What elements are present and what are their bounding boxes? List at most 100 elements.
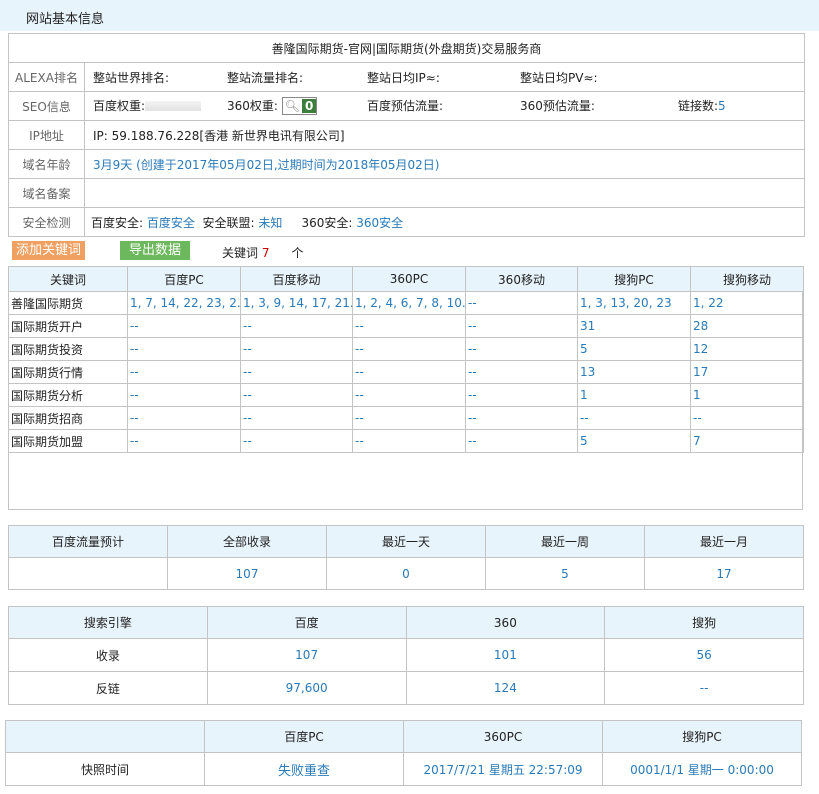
rank-cell[interactable]: -- — [240, 383, 353, 407]
export-data-button[interactable]: 导出数据 — [120, 241, 190, 260]
rank-cell[interactable]: -- — [127, 406, 241, 430]
rank-cell[interactable]: 12 — [690, 337, 804, 361]
snapshot-cell: 0001/1/1 星期一 0:00:00 — [602, 752, 802, 786]
links-value[interactable]: 5 — [718, 98, 726, 113]
rank-cell[interactable]: -- — [240, 406, 353, 430]
union-label: 安全联盟: — [202, 215, 255, 230]
search-icon: 🔍︎ — [284, 99, 301, 114]
keyword-cell: 善隆国际期货 — [8, 291, 128, 315]
snapshot-cell: 2017/7/21 星期五 22:57:09 — [403, 752, 603, 786]
column-header: 全部收录 — [167, 525, 327, 558]
keyword-cell: 国际期货开户 — [8, 314, 128, 338]
rank-cell[interactable]: -- — [465, 314, 578, 338]
column-header: 搜狗PC — [577, 266, 691, 292]
count-cell: -- — [604, 671, 804, 705]
rank-cell[interactable]: -- — [127, 337, 241, 361]
rank-cell[interactable]: 31 — [577, 314, 691, 338]
weight-360-badge[interactable]: 🔍︎ 0 — [281, 97, 318, 116]
traffic-rank: 整站流量排名: — [227, 70, 304, 85]
rank-cell[interactable]: 1 — [690, 383, 804, 407]
keyword-header-row: 关键词 百度PC 百度移动 360PC 360移动 搜狗PC 搜狗移动 — [8, 266, 804, 292]
table-row: 反链 97,600 124 -- — [8, 671, 804, 705]
column-header: 百度PC — [204, 720, 404, 753]
rank-cell[interactable]: -- — [352, 383, 466, 407]
rank-cell[interactable]: 1, 7, 14, 22, 23, 2... — [127, 291, 241, 315]
rank-cell[interactable]: 13 — [577, 360, 691, 384]
security-360-link[interactable]: 360安全 — [356, 215, 404, 230]
count-cell: 101 — [405, 638, 606, 672]
rank-cell[interactable]: 1, 22 — [690, 291, 804, 315]
keyword-cell: 国际期货投资 — [8, 337, 128, 361]
label-seo: SEO信息 — [8, 91, 85, 121]
rank-cell[interactable]: -- — [240, 337, 353, 361]
column-header: 最近一天 — [326, 525, 486, 558]
baidu-weight-label: 百度权重: — [93, 98, 146, 113]
rank-cell[interactable]: 5 — [577, 429, 691, 453]
rank-cell[interactable]: -- — [127, 383, 241, 407]
column-header: 最近一月 — [644, 525, 804, 558]
table-row: 国际期货开户 -- -- -- -- 31 28 — [8, 314, 804, 338]
table-row: 收录 107 101 56 — [8, 638, 804, 672]
label-ip: IP地址 — [8, 120, 85, 150]
column-header: 最近一周 — [485, 525, 645, 558]
rank-cell[interactable]: 1, 2, 4, 6, 7, 8, 10... — [352, 291, 466, 315]
snapshot-cell[interactable]: 失败重查 — [204, 752, 404, 786]
table-row: 善隆国际期货 1, 7, 14, 22, 23, 2... 1, 3, 9, 14,… — [8, 291, 804, 315]
baidu-traffic: 百度预估流量: — [367, 98, 444, 113]
icp-value — [84, 178, 805, 208]
rank-cell[interactable]: -- — [690, 406, 804, 430]
rank-cell[interactable]: 1, 3, 9, 14, 17, 21... — [240, 291, 353, 315]
table-row: 快照时间 失败重查 2017/7/21 星期五 22:57:09 0001/1/1 星… — [5, 752, 802, 786]
rank-cell[interactable]: -- — [127, 429, 241, 453]
daily-pv: 整站日均PV≈: — [520, 70, 598, 85]
label-age: 域名年龄 — [8, 149, 85, 179]
traffic-value — [8, 557, 168, 590]
rank-cell[interactable]: -- — [240, 314, 353, 338]
rank-cell[interactable]: -- — [577, 406, 691, 430]
table-row: 国际期货加盟 -- -- -- -- 5 7 — [8, 429, 804, 453]
rank-cell[interactable]: -- — [352, 406, 466, 430]
rank-cell[interactable]: -- — [465, 337, 578, 361]
label-icp: 域名备案 — [8, 178, 85, 208]
column-header: 关键词 — [8, 266, 128, 292]
snapshot-table: 百度PC 360PC 搜狗PC 快照时间 失败重查 2017/7/21 星期五 22:57… — [5, 720, 802, 786]
section-title: 网站基本信息 — [26, 12, 105, 27]
column-header: 搜狗 — [604, 606, 804, 639]
column-header: 360PC — [352, 266, 466, 292]
rank-cell[interactable]: -- — [465, 291, 578, 315]
column-header: 百度流量预计 — [8, 525, 168, 558]
rank-cell[interactable]: -- — [465, 429, 578, 453]
rank-cell[interactable]: 7 — [690, 429, 804, 453]
rank-cell[interactable]: 1 — [577, 383, 691, 407]
daily-ip: 整站日均IP≈: — [367, 70, 440, 85]
rank-cell[interactable]: -- — [127, 314, 241, 338]
rank-cell[interactable]: 28 — [690, 314, 804, 338]
rank-cell[interactable]: -- — [465, 383, 578, 407]
rank-cell[interactable]: -- — [465, 406, 578, 430]
baidu-weight-image — [145, 101, 202, 112]
traffic-360: 360预估流量: — [520, 98, 595, 113]
keyword-cell: 国际期货分析 — [8, 383, 128, 407]
rank-cell[interactable]: -- — [352, 429, 466, 453]
rank-cell[interactable]: -- — [352, 314, 466, 338]
column-header: 360 — [405, 606, 606, 639]
rank-cell[interactable]: 1, 3, 13, 20, 23 — [577, 291, 691, 315]
rank-cell[interactable]: 5 — [577, 337, 691, 361]
rank-cell[interactable]: -- — [240, 429, 353, 453]
add-keyword-button[interactable]: 添加关键词 — [12, 241, 85, 260]
rank-cell[interactable]: -- — [465, 360, 578, 384]
column-header — [5, 720, 205, 753]
rank-cell[interactable]: -- — [127, 360, 241, 384]
security-360-label: 360安全: — [301, 215, 353, 230]
rank-cell[interactable]: -- — [352, 337, 466, 361]
union-link[interactable]: 未知 — [258, 215, 283, 230]
rank-cell[interactable]: -- — [240, 360, 353, 384]
column-header: 百度移动 — [240, 266, 353, 292]
column-header: 搜狗移动 — [690, 266, 804, 292]
rank-cell[interactable]: 17 — [690, 360, 804, 384]
world-rank: 整站世界排名: — [93, 70, 170, 85]
baidu-security-link[interactable]: 百度安全 — [146, 215, 195, 230]
rank-cell[interactable]: -- — [352, 360, 466, 384]
links-label: 链接数: — [678, 98, 719, 113]
keyword-table: 关键词 百度PC 百度移动 360PC 360移动 搜狗PC 搜狗移动 善隆国际期货 1, 7,… — [8, 266, 804, 453]
